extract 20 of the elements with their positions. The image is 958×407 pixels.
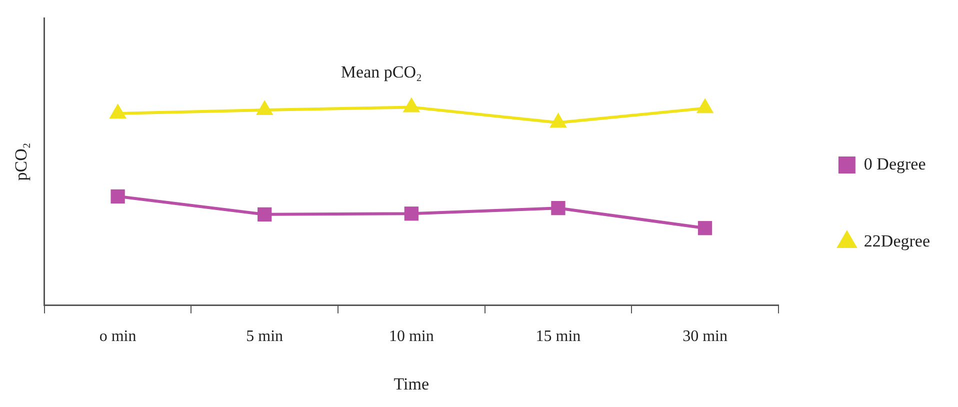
legend-label: 22Degree — [864, 231, 930, 250]
point — [110, 189, 125, 204]
x-tick-label: o min — [99, 328, 136, 346]
point — [696, 98, 714, 114]
point — [550, 112, 567, 128]
legend-label: 0 Degree — [864, 154, 926, 174]
x-axis-title: Time — [394, 374, 430, 394]
x-tick-label: 15 min — [536, 328, 581, 346]
chart-title: Mean pCO₂ — [340, 62, 422, 82]
x-tick-label: 5 min — [246, 328, 284, 346]
x-tick-label: 10 min — [388, 328, 434, 346]
point — [698, 221, 712, 236]
point — [109, 104, 126, 119]
point — [404, 206, 418, 221]
y-axis-title: pCO₂ — [12, 142, 31, 181]
point — [256, 100, 274, 115]
point — [551, 201, 566, 216]
point — [258, 207, 272, 222]
point — [402, 97, 420, 112]
x-tick-label: 30 min — [682, 328, 728, 346]
